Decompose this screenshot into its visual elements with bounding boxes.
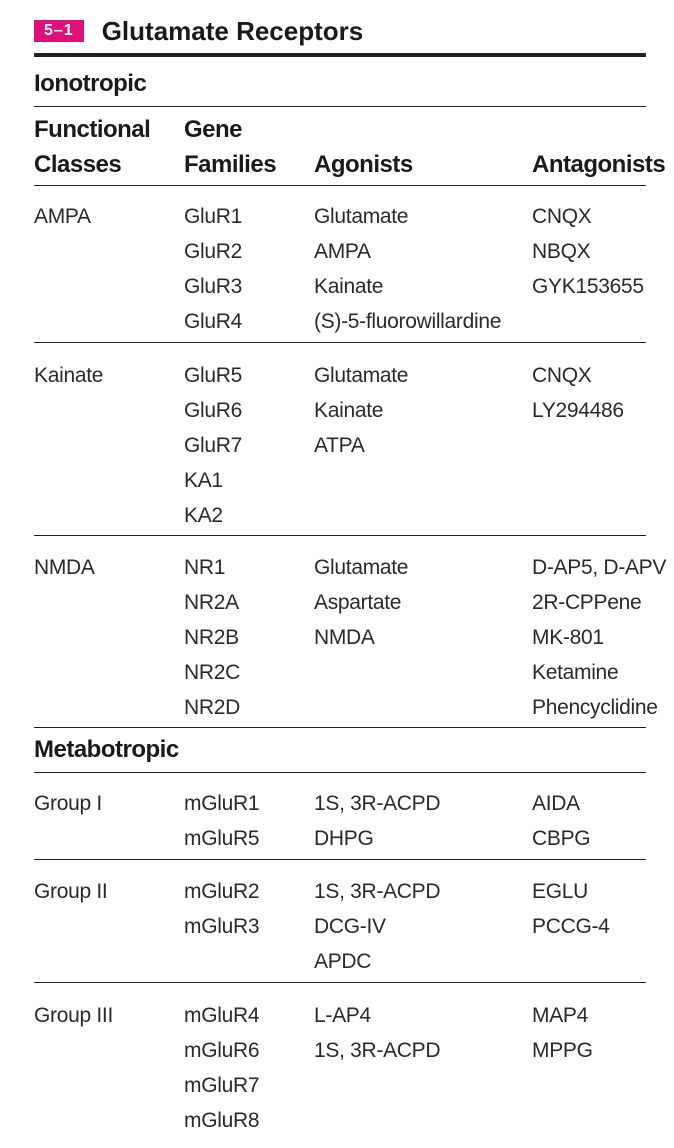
section-title-metabotropic: Metabotropic xyxy=(34,736,179,763)
header-rule xyxy=(34,185,646,186)
functional-class-cell: NMDA xyxy=(34,556,95,579)
antagonists-cell: EGLU PCCG-4 xyxy=(532,880,610,938)
table-number-badge: 5–1 xyxy=(34,20,84,42)
row-divider xyxy=(34,859,646,860)
header-antagonists: Antagonists xyxy=(532,151,666,178)
header-agonists: Agonists xyxy=(314,151,413,178)
antagonists-cell: D-AP5, D-APV 2R-CPPene MK-801 Ketamine P… xyxy=(532,556,667,719)
section-rule xyxy=(34,772,646,773)
header-functional-classes: Functional Classes xyxy=(34,116,151,178)
agonists-cell: 1S, 3R-ACPD DCG-IV APDC xyxy=(314,880,441,973)
title-rule xyxy=(34,53,646,57)
table-title: Glutamate Receptors xyxy=(101,15,364,46)
gene-families-cell: GluR5 GluR6 GluR7 KA1 KA2 xyxy=(184,364,243,527)
functional-class-cell: AMPA xyxy=(34,205,91,228)
agonists-cell: Glutamate Aspartate NMDA xyxy=(314,556,409,649)
table-title-row: 5–1 Glutamate Receptors xyxy=(34,14,363,48)
section-rule xyxy=(34,727,646,728)
functional-class-cell: Group I xyxy=(34,792,102,815)
antagonists-cell: MAP4 MPPG xyxy=(532,1004,593,1062)
gene-families-cell: mGluR4 mGluR6 mGluR7 mGluR8 xyxy=(184,1004,260,1132)
functional-class-cell: Group II xyxy=(34,880,108,903)
row-divider xyxy=(34,342,646,343)
agonists-cell: Glutamate AMPA Kainate (S)-5-fluorowilla… xyxy=(314,205,502,333)
row-divider xyxy=(34,535,646,536)
section-rule xyxy=(34,106,646,107)
row-divider xyxy=(34,982,646,983)
gene-families-cell: mGluR2 mGluR3 xyxy=(184,880,260,938)
functional-class-cell: Kainate xyxy=(34,364,104,387)
agonists-cell: Glutamate Kainate ATPA xyxy=(314,364,409,457)
gene-families-cell: GluR1 GluR2 GluR3 GluR4 xyxy=(184,205,243,333)
functional-class-cell: Group III xyxy=(34,1004,114,1027)
gene-families-cell: NR1 NR2A NR2B NR2C NR2D xyxy=(184,556,240,719)
header-gene-families: Gene Families xyxy=(184,116,277,178)
antagonists-cell: AIDA CBPG xyxy=(532,792,591,850)
antagonists-cell: CNQX NBQX GYK153655 xyxy=(532,205,644,298)
agonists-cell: 1S, 3R-ACPD DHPG xyxy=(314,792,441,850)
gene-families-cell: mGluR1 mGluR5 xyxy=(184,792,260,850)
section-title-ionotropic: Ionotropic xyxy=(34,70,147,97)
agonists-cell: L-AP4 1S, 3R-ACPD xyxy=(314,1004,441,1062)
antagonists-cell: CNQX LY294486 xyxy=(532,364,624,422)
